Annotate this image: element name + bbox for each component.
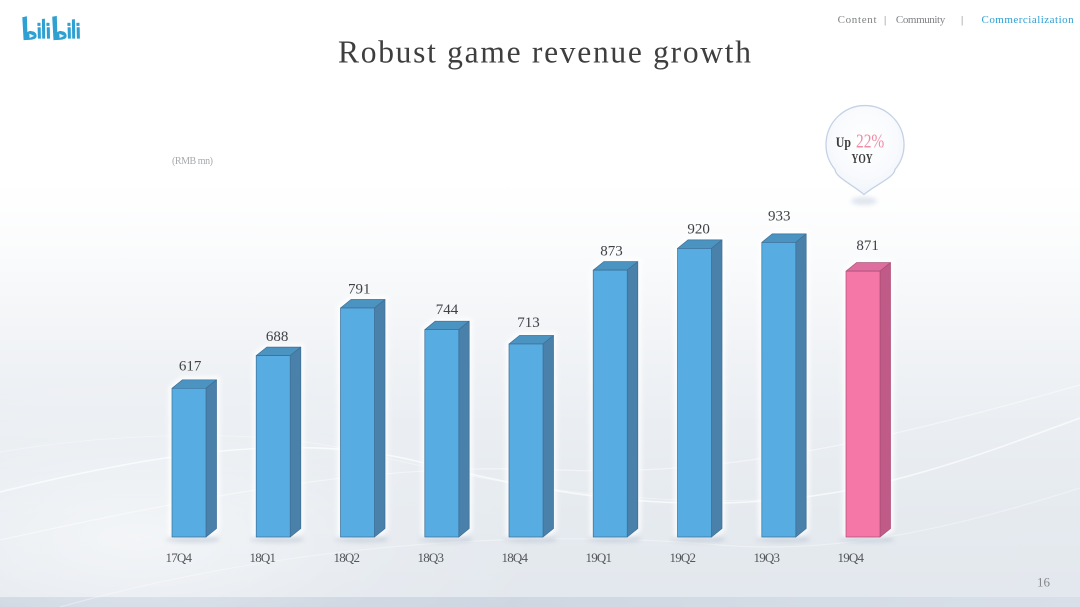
svg-text:19Q1: 19Q1 — [586, 550, 613, 565]
svg-text:744: 744 — [436, 302, 459, 318]
svg-text:871: 871 — [856, 238, 879, 254]
svg-text:18Q4: 18Q4 — [502, 550, 529, 565]
svg-text:17Q4: 17Q4 — [166, 550, 193, 565]
svg-text:19Q3: 19Q3 — [754, 550, 781, 565]
svg-text:22%: 22% — [856, 132, 884, 153]
svg-text:Up: Up — [836, 135, 851, 151]
svg-text:18Q2: 18Q2 — [334, 550, 361, 565]
svg-text:873: 873 — [600, 243, 623, 259]
svg-text:19Q2: 19Q2 — [670, 550, 697, 565]
svg-text:|: | — [884, 14, 886, 26]
svg-text:920: 920 — [687, 221, 710, 237]
svg-text:933: 933 — [768, 208, 791, 224]
svg-text:18Q3: 18Q3 — [418, 550, 445, 565]
svg-text:YOY: YOY — [852, 152, 873, 167]
svg-text:19Q4: 19Q4 — [838, 550, 865, 565]
svg-text:Robust game revenue growth: Robust game revenue growth — [338, 35, 751, 70]
svg-text:791: 791 — [348, 282, 371, 298]
svg-text:16: 16 — [1037, 575, 1051, 590]
svg-text:Content: Content — [838, 14, 877, 26]
svg-text:688: 688 — [266, 329, 289, 345]
svg-text:18Q1: 18Q1 — [250, 550, 277, 565]
svg-text:|: | — [961, 14, 963, 26]
svg-text:(RMB mn): (RMB mn) — [172, 156, 213, 167]
svg-text:Community: Community — [896, 14, 946, 26]
svg-text:617: 617 — [179, 359, 202, 375]
svg-text:713: 713 — [517, 315, 540, 331]
svg-text:Commercialization: Commercialization — [982, 14, 1075, 26]
